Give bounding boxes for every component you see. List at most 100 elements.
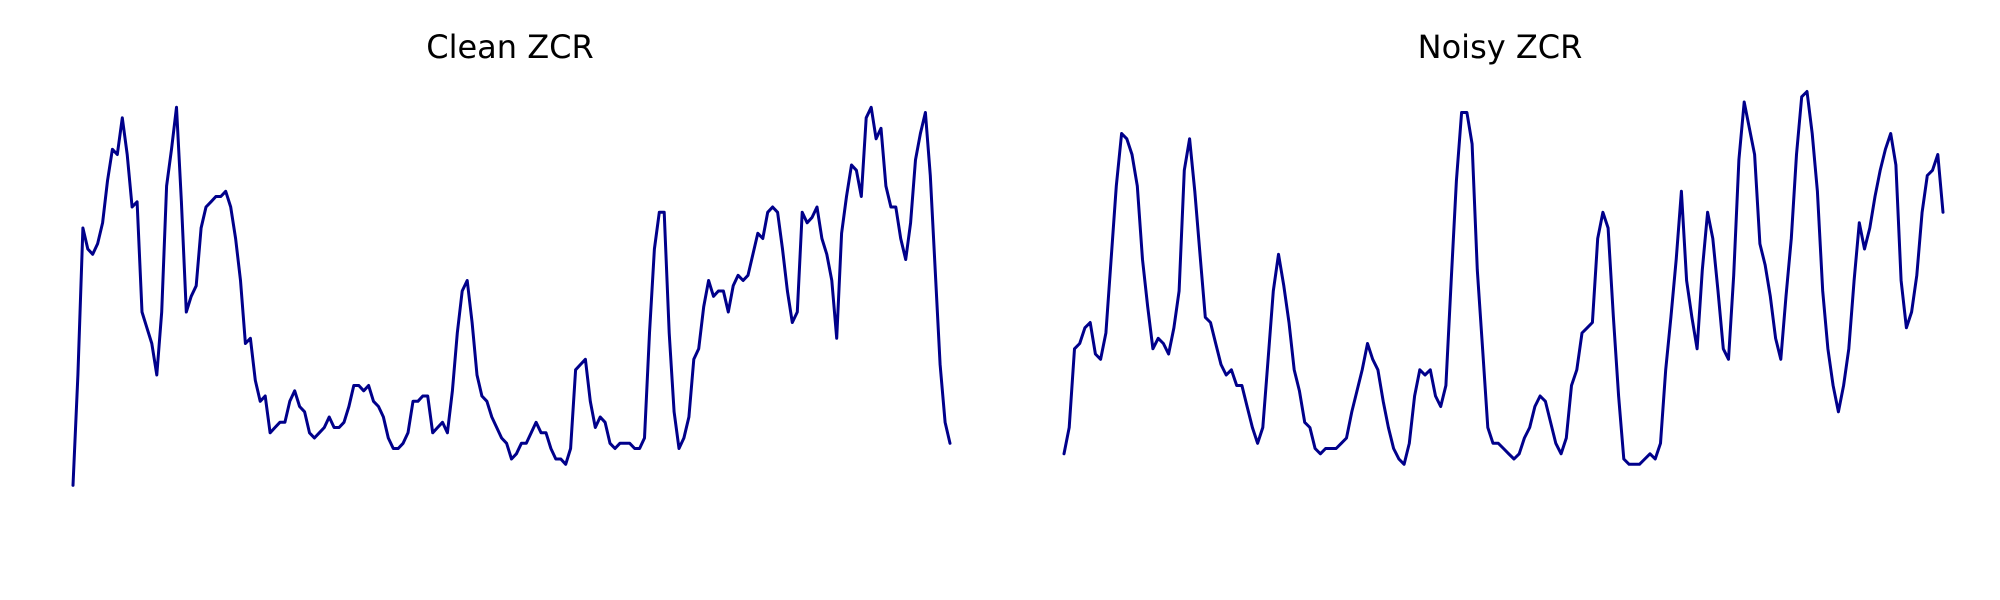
data-point (1570, 384, 1573, 387)
data-point (1486, 426, 1490, 429)
data-point (150, 342, 153, 345)
data-point (293, 389, 296, 392)
data-point (199, 226, 203, 230)
data-point (204, 205, 208, 209)
data-point (1439, 405, 1442, 408)
data-point (1732, 274, 1735, 277)
data-point (1711, 237, 1715, 240)
data-point (1366, 342, 1369, 345)
chart-title-noisy: Noisy ZCR (1418, 28, 1583, 66)
data-point (224, 190, 227, 193)
data-point (1193, 190, 1197, 193)
data-point (347, 405, 351, 408)
data-point (894, 205, 897, 209)
data-point (480, 394, 484, 398)
data-point (1769, 295, 1772, 298)
data-point (1706, 211, 1709, 214)
data-point (382, 415, 385, 419)
data-point (534, 421, 538, 424)
data-point (387, 436, 390, 440)
data-point (840, 232, 843, 235)
data-point (288, 400, 291, 403)
data-point (1167, 352, 1170, 356)
data-point (914, 158, 917, 161)
data-point (1790, 237, 1793, 240)
data-point (1675, 258, 1678, 261)
data-point (682, 436, 686, 440)
data-point (485, 400, 489, 403)
data-point (1423, 373, 1427, 377)
data-point (633, 447, 636, 450)
data-point (539, 431, 543, 434)
data-point (1235, 384, 1238, 387)
data-point (180, 200, 183, 203)
data-point (1298, 389, 1301, 392)
data-point (1397, 457, 1401, 461)
data-point (475, 373, 479, 377)
data-point (1936, 153, 1940, 156)
data-point (707, 279, 710, 282)
data-point (608, 442, 612, 445)
data-point (1502, 447, 1505, 450)
data-point (1507, 452, 1510, 455)
data-point (1512, 457, 1516, 461)
data-point (1282, 284, 1286, 287)
data-point (456, 331, 459, 335)
data-point (1805, 90, 1809, 93)
data-point (1450, 279, 1453, 282)
data-point (209, 200, 213, 203)
data-point (1303, 421, 1306, 424)
data-point (145, 326, 149, 329)
data-point (426, 394, 429, 398)
data-point (1376, 368, 1380, 371)
data-point (1528, 426, 1531, 429)
data-point (870, 106, 873, 109)
data-point (1774, 337, 1777, 340)
data-point (1251, 426, 1254, 429)
data-point (663, 211, 666, 214)
data-point (1847, 347, 1851, 350)
data-point (618, 442, 622, 445)
data-point (1826, 347, 1830, 350)
data-point (101, 221, 104, 224)
data-point (1837, 410, 1840, 413)
data-point (1643, 457, 1647, 461)
data-point (1068, 426, 1071, 429)
noisy-zcr-points (1062, 90, 1945, 466)
data-point (510, 457, 513, 461)
data-point (214, 195, 218, 198)
data-point (71, 484, 75, 487)
data-point (948, 442, 952, 445)
data-point (411, 400, 415, 403)
data-point (352, 384, 355, 387)
data-point (1130, 153, 1134, 156)
data-point (1104, 331, 1108, 335)
data-point (544, 431, 548, 434)
data-point (1089, 321, 1092, 324)
data-point (653, 247, 656, 251)
data-point (1387, 426, 1390, 429)
data-point (1491, 442, 1495, 445)
data-point (1073, 347, 1076, 350)
data-point (579, 363, 582, 366)
data-point (135, 200, 139, 203)
data-point (835, 337, 838, 340)
data-point (1497, 442, 1500, 445)
data-point (1633, 463, 1636, 466)
data-point (170, 148, 173, 151)
data-point (1544, 400, 1547, 403)
data-point (1083, 326, 1087, 329)
data-point (1225, 373, 1228, 377)
data-point (111, 148, 114, 151)
data-point (1429, 368, 1432, 371)
data-point (1350, 410, 1354, 413)
data-point (1329, 447, 1333, 450)
data-point (884, 184, 888, 188)
data-point (160, 310, 163, 314)
data-point (1758, 242, 1762, 245)
data-point (820, 237, 824, 240)
data-point (1659, 442, 1662, 445)
data-point (377, 405, 380, 408)
